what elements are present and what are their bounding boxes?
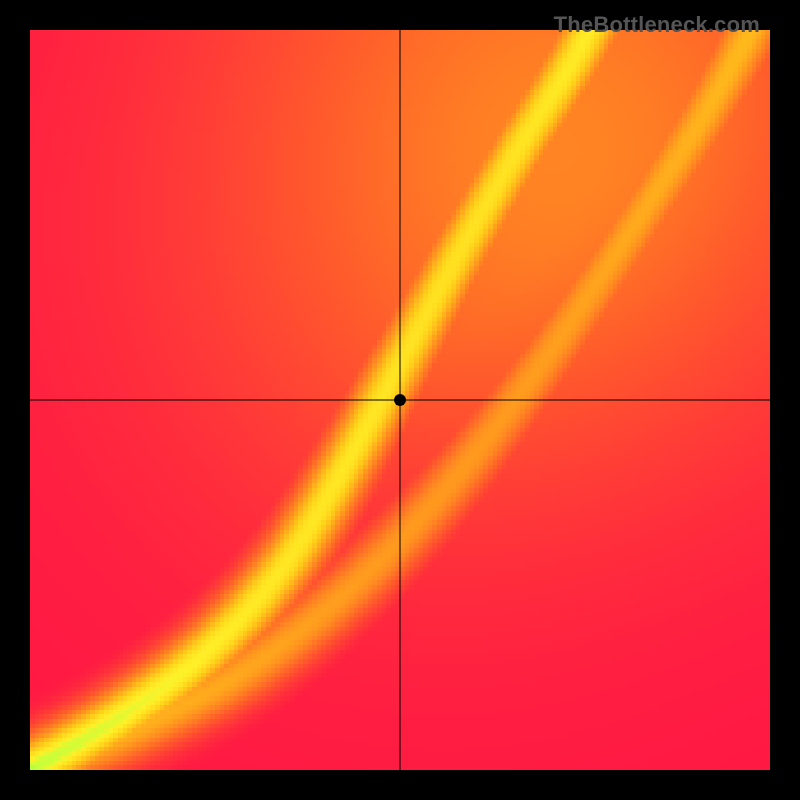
- heatmap-canvas: [0, 0, 800, 800]
- chart-container: TheBottleneck.com: [0, 0, 800, 800]
- watermark-text: TheBottleneck.com: [554, 12, 760, 38]
